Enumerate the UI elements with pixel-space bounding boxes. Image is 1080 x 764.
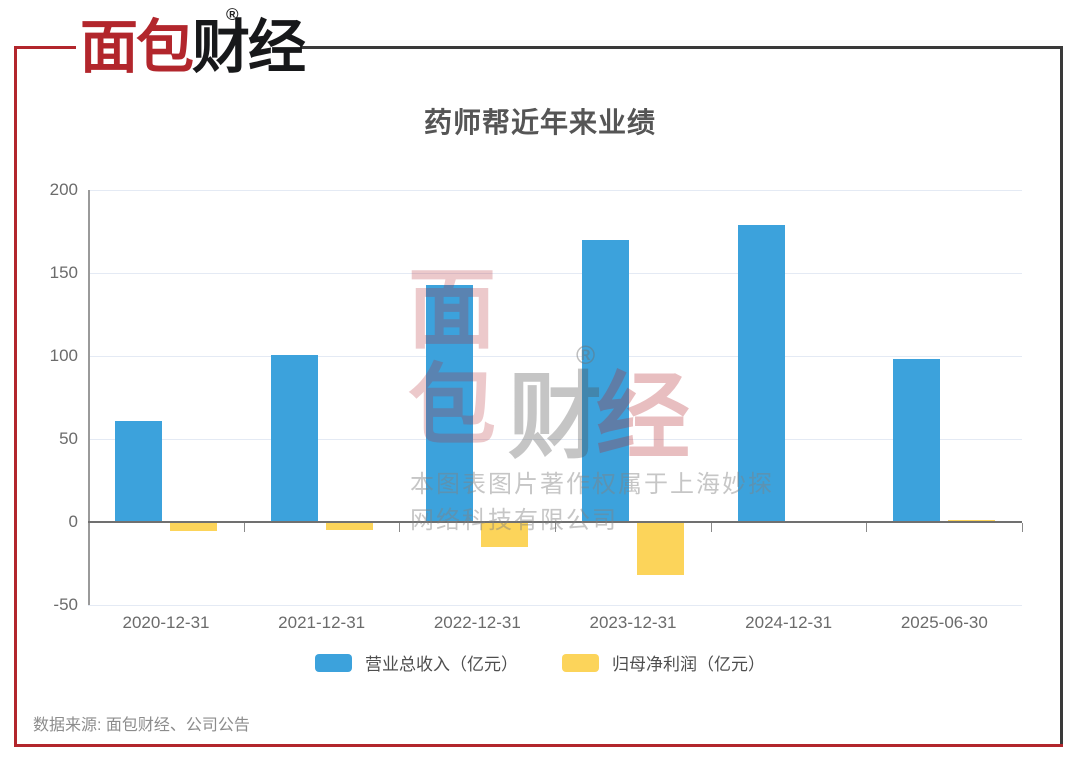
y-axis-tick-label: 50	[59, 429, 78, 448]
y-axis-line	[88, 190, 90, 605]
legend: 营业总收入（亿元） 归母净利润（亿元）	[0, 650, 1080, 675]
net-profit-bar-2022-12-31	[481, 522, 529, 547]
y-axis-tick-label: 200	[49, 180, 78, 199]
chart-title: 药师帮近年来业绩	[423, 107, 656, 138]
net-profit-bar-2021-12-31	[325, 522, 373, 531]
y-axis-tick-label: 100	[49, 346, 78, 365]
net-profit-bar-2023-12-31	[636, 522, 684, 575]
gridline	[88, 273, 1022, 274]
legend-label: 营业总收入（亿元）	[365, 655, 518, 674]
net-profit-bar-2020-12-31	[169, 522, 217, 532]
revenue-bar-2022-12-31	[426, 284, 474, 522]
x-axis-tick	[710, 523, 712, 532]
logo-text-dark: 财经	[192, 15, 306, 80]
revenue-bar-2024-12-31	[737, 224, 785, 522]
frame-left-line	[14, 46, 17, 747]
revenue-bar-2021-12-31	[270, 354, 318, 522]
legend-label: 归母净利润（亿元）	[612, 655, 765, 674]
x-axis-tick	[1022, 523, 1023, 532]
legend-item-net-profit[interactable]: 归母净利润（亿元）	[562, 650, 765, 675]
x-axis-tick	[399, 523, 401, 532]
gridline	[88, 605, 1022, 606]
y-axis-tick-label: 0	[68, 512, 78, 531]
frame-bottom-line	[14, 744, 1063, 747]
revenue-bar-2025-06-30	[893, 359, 941, 522]
revenue-bar-2023-12-31	[581, 240, 629, 522]
legend-item-revenue[interactable]: 营业总收入（亿元）	[315, 650, 518, 675]
x-axis-zero-line	[88, 521, 1022, 523]
x-axis-label-2023-12-31: 2023-12-31	[589, 613, 677, 632]
gridline	[88, 356, 1022, 357]
gridline	[88, 190, 1022, 191]
x-axis-tick	[866, 523, 868, 532]
x-axis-label-2025-06-30: 2025-06-30	[900, 613, 988, 632]
x-axis-tick	[555, 523, 556, 532]
revenue-bar-2020-12-31	[114, 421, 162, 522]
frame-right-line	[1060, 46, 1063, 747]
legend-swatch-net-profit	[562, 653, 599, 672]
data-source-note: 数据来源: 面包财经、公司公告	[33, 717, 250, 734]
frame-top-line	[300, 46, 1063, 49]
registered-trademark-icon: ®	[226, 5, 239, 24]
gridline	[88, 439, 1022, 440]
y-axis-tick-label: 150	[49, 263, 78, 282]
legend-swatch-revenue	[315, 653, 352, 672]
frame-top-left-segment	[14, 46, 76, 49]
brand-logo: 面包财经 ®	[80, 6, 306, 86]
x-axis-label-2024-12-31: 2024-12-31	[745, 613, 833, 632]
x-axis-label-2021-12-31: 2021-12-31	[278, 613, 366, 632]
x-axis-tick	[243, 523, 245, 532]
x-axis-label-2022-12-31: 2022-12-31	[433, 613, 521, 632]
x-axis-label-2020-12-31: 2020-12-31	[122, 613, 210, 632]
y-axis-tick-label: -50	[53, 595, 78, 614]
logo-text-red: 面包	[80, 15, 194, 80]
